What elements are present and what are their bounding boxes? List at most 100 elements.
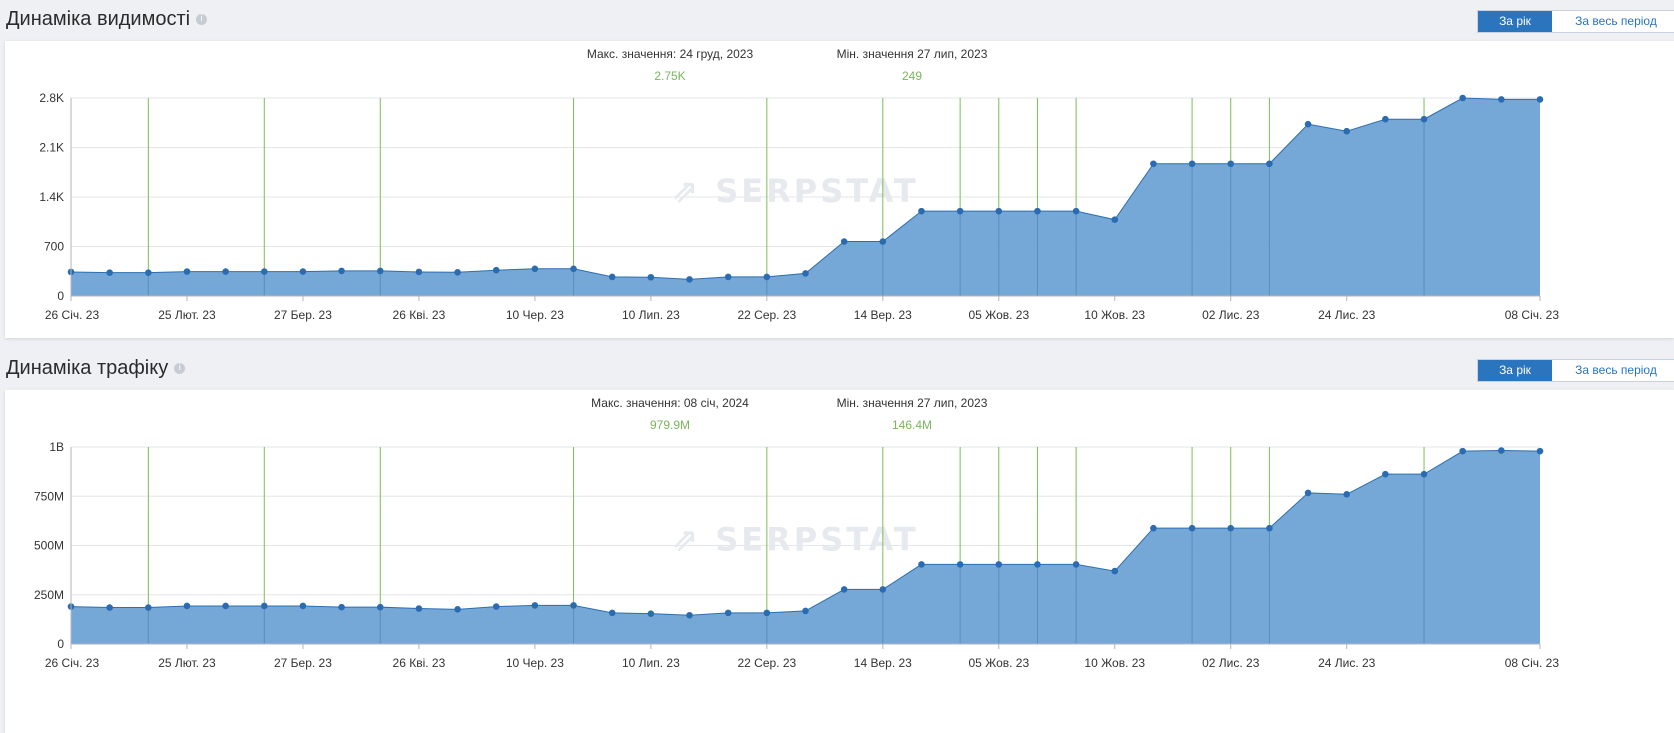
y-tick-label: 2.1K bbox=[39, 141, 64, 155]
area-fill bbox=[71, 98, 1540, 296]
traffic-title: Динаміка трафіку i bbox=[6, 357, 186, 380]
all-time-button[interactable]: За весь період bbox=[1575, 14, 1657, 28]
data-point bbox=[145, 604, 152, 611]
data-point bbox=[1227, 524, 1235, 532]
data-point bbox=[724, 609, 732, 617]
x-tick-label: 25 Лют. 23 bbox=[158, 308, 216, 322]
data-point bbox=[1536, 447, 1544, 455]
data-point bbox=[686, 276, 693, 283]
visibility-section-header: Динаміка видимості i За рік За весь періо… bbox=[0, 0, 1674, 40]
x-tick-label: 26 Січ. 23 bbox=[45, 308, 100, 322]
data-point bbox=[338, 267, 345, 275]
traffic-section-header: Динаміка трафіку i За рік За весь період bbox=[0, 349, 1674, 389]
x-tick-label: 05 Жов. 23 bbox=[968, 308, 1029, 322]
data-point bbox=[415, 605, 423, 612]
data-point bbox=[1420, 115, 1428, 123]
traffic-period-toggle: За рік За весь період bbox=[1477, 359, 1674, 382]
y-tick-label: 1.4K bbox=[39, 190, 64, 204]
data-point bbox=[299, 602, 307, 610]
data-point bbox=[956, 207, 964, 215]
x-tick-label: 02 Лис. 23 bbox=[1202, 656, 1260, 670]
data-point bbox=[145, 269, 152, 276]
x-tick-label: 10 Лип. 23 bbox=[622, 656, 680, 670]
data-point bbox=[1266, 160, 1273, 168]
data-point bbox=[1304, 120, 1312, 128]
data-point bbox=[376, 267, 384, 275]
data-point bbox=[686, 611, 693, 619]
data-point bbox=[840, 238, 848, 245]
data-point bbox=[1459, 94, 1466, 102]
min-value: 146.4M bbox=[892, 418, 932, 432]
data-point bbox=[222, 268, 229, 275]
data-point bbox=[1188, 160, 1196, 168]
data-point bbox=[222, 602, 229, 610]
data-point bbox=[299, 268, 307, 275]
visibility-chart: Макс. значення: 24 груд, 2023 2.75K Мін. з… bbox=[39, 47, 1560, 322]
data-point bbox=[531, 265, 539, 273]
data-point bbox=[840, 586, 848, 593]
year-button[interactable]: За рік bbox=[1478, 360, 1552, 381]
y-tick-label: 1B bbox=[49, 440, 64, 454]
y-tick-label: 2.8K bbox=[39, 91, 64, 105]
x-tick-label: 10 Лип. 23 bbox=[622, 308, 680, 322]
data-point bbox=[1188, 524, 1196, 532]
data-point bbox=[106, 604, 113, 611]
data-point bbox=[454, 606, 461, 613]
data-point bbox=[570, 265, 577, 273]
data-point bbox=[260, 268, 268, 275]
min-value: 249 bbox=[902, 69, 922, 83]
info-icon[interactable]: i bbox=[174, 363, 186, 375]
x-tick-label: 08 Січ. 23 bbox=[1505, 308, 1560, 322]
data-point bbox=[492, 266, 500, 274]
x-tick-label: 10 Жов. 23 bbox=[1084, 308, 1145, 322]
serpstat-watermark: ⇗ SERPSTAT bbox=[671, 521, 918, 559]
x-tick-label: 14 Вер. 23 bbox=[854, 656, 912, 670]
data-point bbox=[1420, 470, 1428, 478]
data-point bbox=[1498, 96, 1505, 103]
data-point bbox=[1111, 567, 1119, 575]
x-tick-label: 27 Бер. 23 bbox=[274, 656, 332, 670]
data-point bbox=[879, 238, 887, 245]
data-point bbox=[918, 561, 925, 568]
data-point bbox=[260, 602, 268, 610]
serpstat-watermark: ⇗ SERPSTAT bbox=[671, 172, 918, 210]
data-point bbox=[183, 268, 191, 275]
info-icon[interactable]: i bbox=[196, 14, 208, 26]
data-point bbox=[956, 561, 964, 568]
data-point bbox=[106, 269, 113, 276]
data-point bbox=[608, 609, 616, 617]
data-point bbox=[1034, 207, 1041, 215]
data-point bbox=[1382, 115, 1389, 123]
data-point bbox=[1072, 561, 1080, 568]
x-tick-label: 22 Сер. 23 bbox=[737, 308, 796, 322]
data-point bbox=[1459, 447, 1466, 455]
y-tick-label: 250M bbox=[34, 588, 64, 602]
x-tick-label: 27 Бер. 23 bbox=[274, 308, 332, 322]
data-point bbox=[918, 207, 925, 215]
max-value-label: Макс. значення: 08 січ, 2024 bbox=[591, 396, 749, 410]
x-tick-label: 10 Жов. 23 bbox=[1084, 656, 1145, 670]
data-point bbox=[1150, 524, 1157, 532]
x-tick-label: 02 Лис. 23 bbox=[1202, 308, 1260, 322]
data-point bbox=[647, 610, 655, 617]
x-tick-label: 22 Сер. 23 bbox=[737, 656, 796, 670]
data-point bbox=[724, 273, 732, 281]
x-tick-label: 10 Чер. 23 bbox=[506, 308, 564, 322]
x-tick-label: 26 Квi. 23 bbox=[393, 308, 446, 322]
min-value-label: Мін. значення 27 лип, 2023 bbox=[837, 396, 988, 410]
max-value-label: Макс. значення: 24 груд, 2023 bbox=[587, 47, 754, 61]
year-button[interactable]: За рік bbox=[1478, 11, 1552, 32]
data-point bbox=[338, 603, 345, 611]
data-point bbox=[1343, 127, 1351, 135]
x-tick-label: 24 Лис. 23 bbox=[1318, 656, 1376, 670]
data-point bbox=[1034, 561, 1041, 568]
x-tick-label: 26 Квi. 23 bbox=[393, 656, 446, 670]
x-tick-label: 26 Січ. 23 bbox=[45, 656, 100, 670]
data-point bbox=[570, 602, 577, 609]
x-tick-label: 08 Січ. 23 bbox=[1505, 656, 1560, 670]
data-point bbox=[1304, 489, 1312, 497]
data-point bbox=[1382, 470, 1389, 478]
all-time-button[interactable]: За весь період bbox=[1575, 363, 1657, 377]
visibility-chart-panel: Макс. значення: 24 груд, 2023 2.75K Мін. з… bbox=[5, 41, 1674, 338]
data-point bbox=[1150, 160, 1157, 168]
